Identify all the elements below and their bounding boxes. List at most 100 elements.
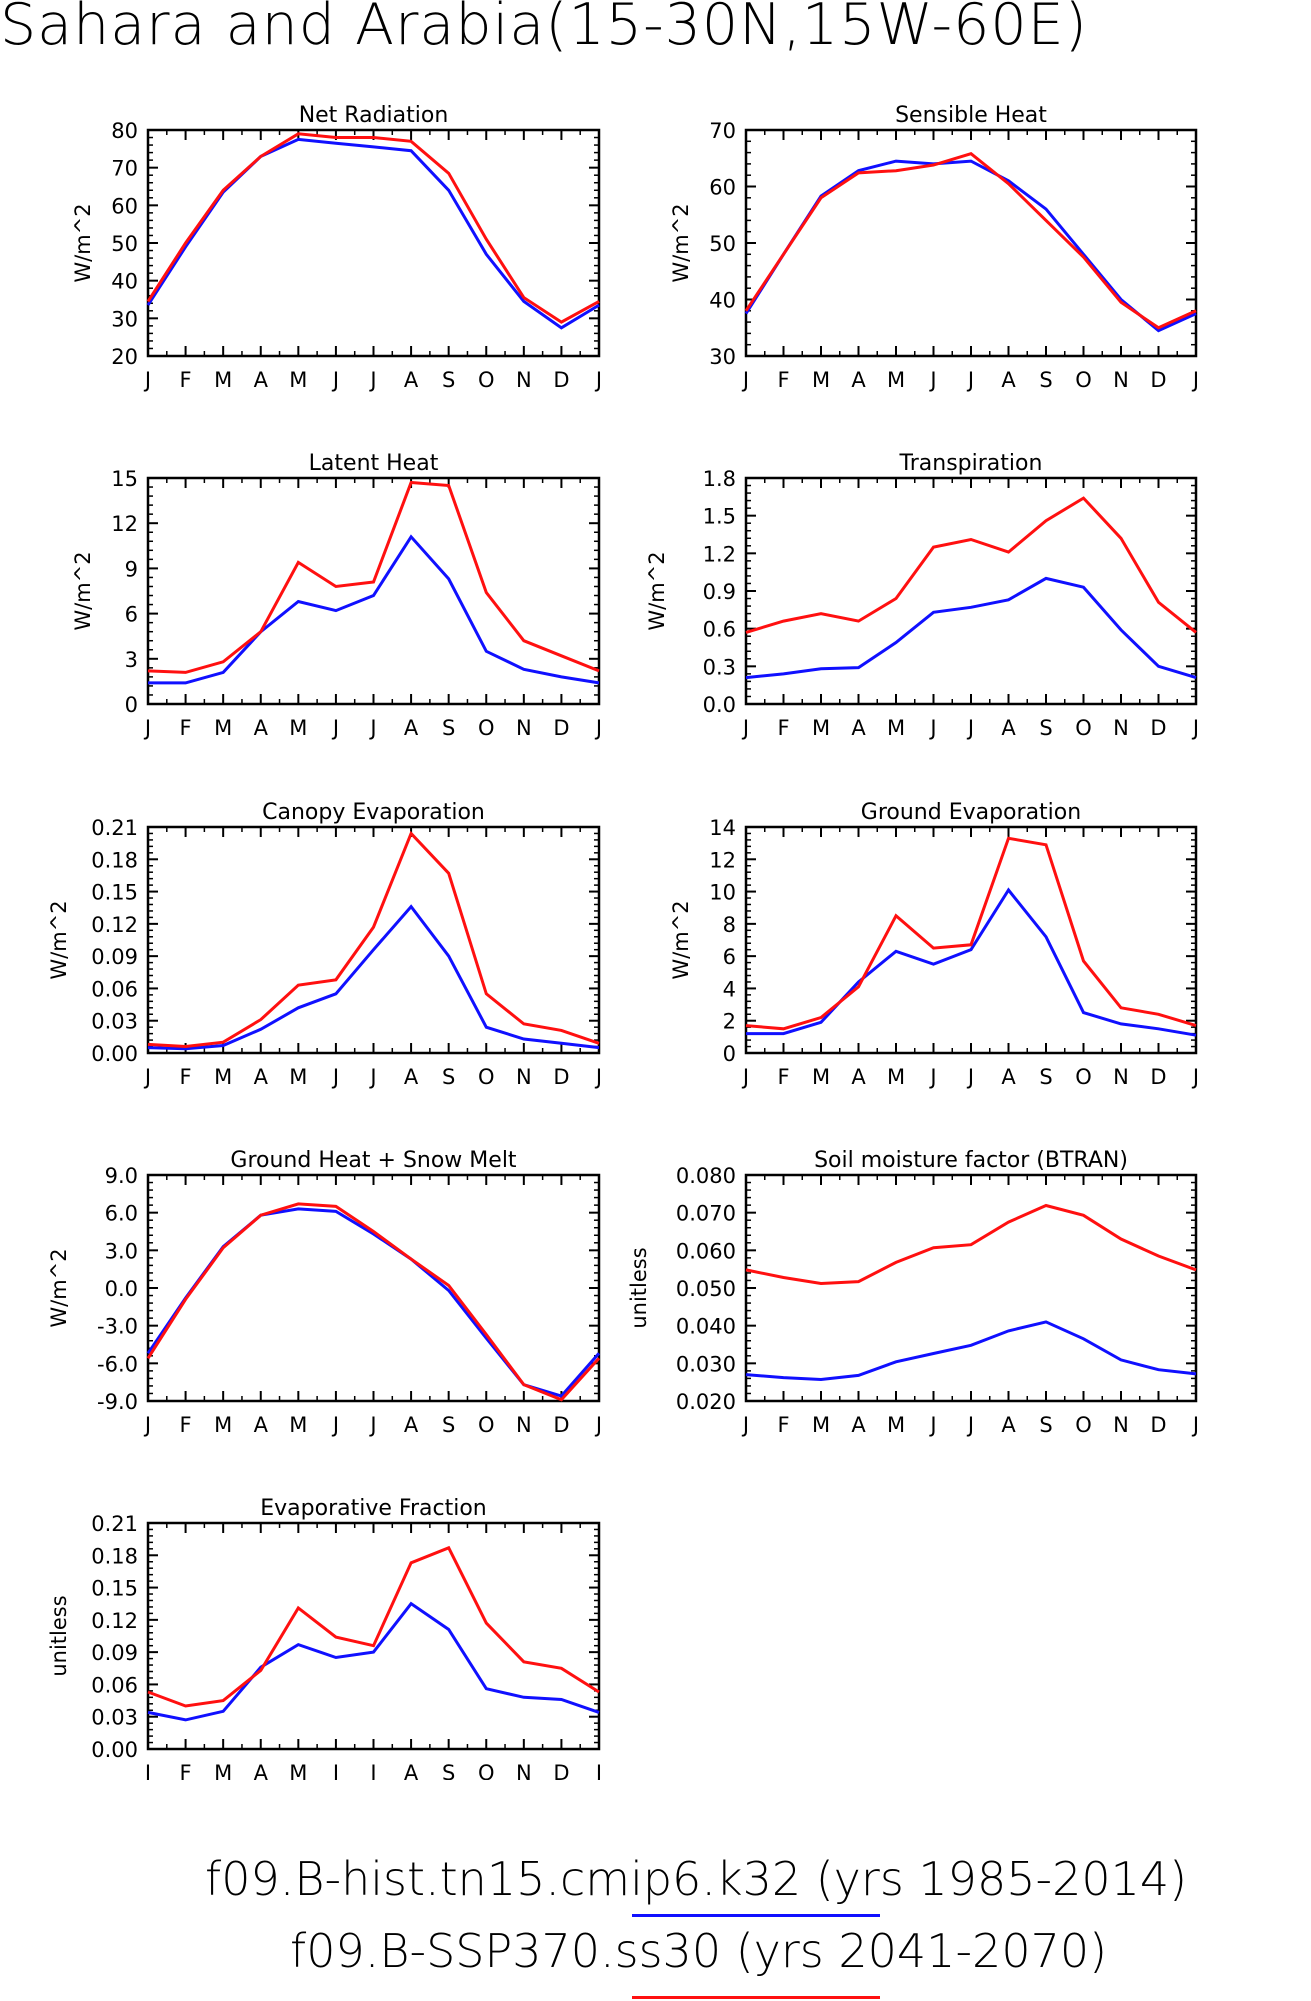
y-tick-label: 20: [111, 345, 138, 369]
y-axis-label: W/m^2: [645, 551, 669, 630]
x-tick-label: M: [812, 368, 830, 392]
panel-title: Sensible Heat: [895, 103, 1047, 128]
x-tick-label: J: [143, 368, 151, 392]
x-tick-label: M: [812, 716, 830, 740]
x-tick-label: D: [1150, 1413, 1166, 1437]
x-tick-label: F: [180, 1413, 192, 1437]
x-tick-label: J: [741, 1413, 749, 1437]
x-tick-label: A: [1001, 1065, 1016, 1089]
y-axis-label: unitless: [47, 1595, 71, 1676]
series-line-hist: [146, 1207, 601, 1398]
panel-3: J F M A M J J A S O N D J0.00.30.60.91.21.51.8W/m^2T…: [645, 451, 1199, 740]
y-axis-label: W/m^2: [669, 203, 693, 282]
x-tick-label: A: [1001, 1413, 1016, 1437]
x-tick-label: J: [966, 1065, 974, 1089]
x-tick-label: N: [516, 368, 532, 392]
x-tick-label: J: [143, 716, 151, 740]
x-tick-label: M: [289, 716, 307, 740]
y-tick-label: 2: [723, 1010, 736, 1034]
x-tick-label: F: [180, 1761, 192, 1780]
x-tick-label: O: [1075, 1065, 1092, 1089]
y-tick-label: 6: [723, 945, 736, 969]
x-tick-label: J: [966, 716, 974, 740]
y-tick-label: 0.03: [91, 1706, 138, 1730]
x-tick-label: F: [777, 716, 789, 740]
y-tick-label: 6.0: [105, 1202, 138, 1226]
x-tick-label: N: [1113, 716, 1129, 740]
x-tick-label: J: [368, 368, 376, 392]
y-tick-label: 15: [111, 467, 138, 491]
x-tick-label: M: [887, 1413, 905, 1437]
y-tick-label: -6.0: [97, 1352, 138, 1376]
y-axis-label: unitless: [627, 1247, 651, 1328]
y-tick-label: 1.5: [703, 505, 736, 529]
series-line-hist: [745, 1320, 1197, 1382]
y-tick-label: 0.21: [91, 1512, 138, 1536]
y-tick-label: 0.080: [676, 1164, 736, 1188]
x-tick-label: J: [594, 368, 602, 392]
x-tick-label: N: [1113, 1413, 1129, 1437]
x-tick-label: A: [404, 368, 419, 392]
y-tick-label: 8: [723, 913, 736, 937]
y-axis-label: W/m^2: [71, 551, 95, 630]
panel-title: Transpiration: [899, 451, 1043, 476]
series-line-ssp: [147, 830, 600, 1049]
x-tick-label: J: [1191, 1065, 1199, 1089]
x-tick-label: D: [553, 716, 569, 740]
y-tick-label: 9: [125, 557, 138, 581]
x-tick-label: J: [1191, 716, 1199, 740]
x-tick-label: F: [180, 368, 192, 392]
y-tick-label: 0.3: [703, 655, 736, 679]
x-tick-label: O: [478, 368, 495, 392]
x-tick-label: O: [1075, 368, 1092, 392]
y-tick-label: 0: [723, 1042, 736, 1066]
x-tick-label: O: [1075, 716, 1092, 740]
x-tick-label: J: [741, 716, 749, 740]
plot-frame: [146, 825, 601, 1055]
x-tick-label: S: [442, 1413, 455, 1437]
series-line-ssp: [147, 1545, 600, 1708]
x-tick-label: J: [143, 1761, 151, 1780]
legend-label-ssp: f09.B-SSP370.ss30 (yrs 2041-2070): [290, 1924, 1108, 1978]
x-tick-label: D: [1150, 1065, 1166, 1089]
x-tick-label: J: [594, 716, 602, 740]
x-tick-label: J: [331, 716, 339, 740]
x-tick-label: O: [478, 1065, 495, 1089]
x-tick-label: S: [1039, 1413, 1052, 1437]
y-tick-label: 0.070: [676, 1202, 736, 1226]
x-tick-label: S: [442, 716, 455, 740]
x-tick-label: M: [887, 1065, 905, 1089]
x-tick-label: J: [143, 1065, 151, 1089]
panel-8: J F M A M J J A S O N D J 0.00 0.03 0.06 0.09 0.12 0.15 0.1…: [47, 1496, 602, 1780]
x-tick-label: J: [368, 1761, 376, 1780]
x-tick-label: F: [777, 1413, 789, 1437]
x-tick-label: F: [180, 716, 192, 740]
x-tick-label: J: [741, 1065, 749, 1089]
y-tick-label: 60: [111, 194, 138, 218]
y-tick-label: 14: [709, 816, 736, 840]
x-tick-label: A: [404, 1761, 419, 1780]
x-tick-label: A: [404, 1065, 419, 1089]
y-tick-label: 0.18: [91, 848, 138, 872]
x-tick-label: N: [516, 1761, 532, 1780]
y-tick-label: 40: [111, 270, 138, 294]
series-line-ssp: [745, 836, 1197, 1031]
series-line-hist: [745, 576, 1197, 680]
y-axis-label: W/m^2: [47, 1248, 71, 1327]
x-tick-label: A: [1001, 716, 1016, 740]
y-tick-label: 6: [125, 603, 138, 627]
x-tick-label: D: [553, 1065, 569, 1089]
x-tick-label: J: [928, 368, 936, 392]
x-tick-label: J: [928, 1413, 936, 1437]
x-tick-label: F: [777, 1065, 789, 1089]
legend-swatch-hist: [632, 1914, 880, 1917]
y-tick-label: 0.6: [703, 618, 736, 642]
y-tick-label: 1.8: [703, 467, 736, 491]
x-tick-label: M: [214, 716, 232, 740]
series-line-ssp: [147, 480, 600, 674]
x-tick-label: S: [1039, 368, 1052, 392]
y-tick-label: -9.0: [97, 1390, 138, 1414]
